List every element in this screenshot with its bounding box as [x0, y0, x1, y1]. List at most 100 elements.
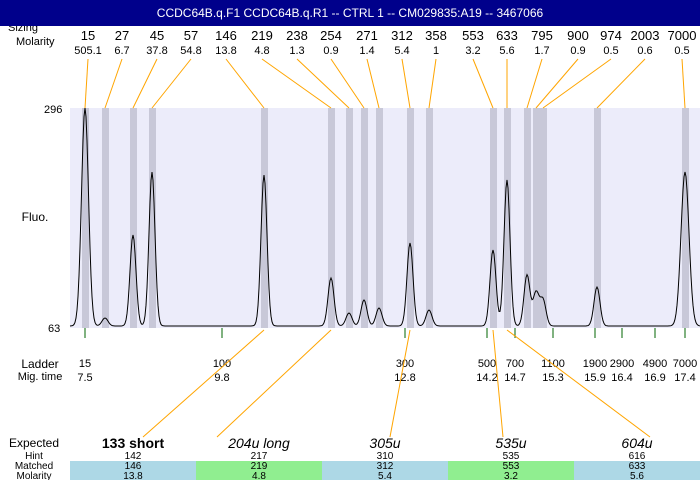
expected-value: 535u: [495, 435, 526, 451]
mig-time-value: 16.9: [644, 372, 665, 384]
peak-leader-line: [596, 58, 646, 109]
hint-value: 535: [503, 451, 520, 462]
matched-molarity: 5.4: [378, 471, 392, 480]
hint-value: 616: [629, 451, 646, 462]
peak-molarity-label: 1.3: [289, 45, 304, 57]
hint-value: 217: [251, 451, 268, 462]
peak-molarity-label: 5.6: [499, 45, 514, 57]
ladder-size-label: 500: [478, 358, 496, 370]
peak-band: [682, 108, 689, 328]
peak-band: [82, 108, 89, 328]
peak-molarity-label: 0.5: [603, 45, 618, 57]
matched-cell: [322, 461, 448, 480]
hint-label: Hint: [25, 451, 43, 462]
y-axis-label: Fluo.: [22, 210, 49, 224]
matched-value: 146: [125, 461, 142, 472]
matched-value: 219: [251, 461, 268, 472]
peak-molarity-label: 13.8: [215, 45, 236, 57]
matched-molarity: 13.8: [123, 471, 143, 480]
ladder-size-label: 2900: [610, 358, 634, 370]
hint-value: 142: [125, 451, 142, 462]
peak-molarity-label: 0.6: [637, 45, 652, 57]
peak-size-label: 146: [215, 28, 237, 43]
peak-leader-line: [535, 58, 579, 109]
matched-molarity: 3.2: [504, 471, 518, 480]
peak-leader-line: [84, 58, 89, 109]
ladder-size-label: 100: [213, 358, 231, 370]
peak-molarity-label: 505.1: [74, 45, 102, 57]
expected-leader-line: [142, 329, 265, 438]
peak-leader-line: [428, 58, 437, 109]
matched-value: 553: [503, 461, 520, 472]
peak-band: [407, 108, 414, 328]
molarity-row-label: Molarity: [16, 471, 51, 480]
molarity-label: Molarity: [16, 36, 55, 48]
y-tick-bottom: 63: [48, 323, 60, 335]
peak-leader-line: [261, 58, 332, 109]
peak-leader-line: [401, 58, 411, 109]
matched-value: 312: [377, 461, 394, 472]
matched-molarity: 5.6: [630, 471, 644, 480]
expected-leader-line: [216, 329, 332, 438]
matched-molarity: 4.8: [252, 471, 266, 480]
peak-size-label: 553: [462, 28, 484, 43]
peak-molarity-label: 54.8: [180, 45, 201, 57]
ladder-label: Ladder: [21, 357, 58, 371]
peak-size-label: 238: [286, 28, 308, 43]
expected-leader-line: [506, 329, 651, 438]
peak-band: [361, 108, 368, 328]
matched-value: 633: [629, 461, 646, 472]
peak-size-label: 358: [425, 28, 447, 43]
mig-time-label: Mig. time: [18, 371, 63, 383]
peak-leader-line: [366, 58, 380, 109]
peak-leader-line: [296, 58, 350, 109]
peak-band: [102, 108, 109, 328]
peak-size-label: 900: [567, 28, 589, 43]
peak-size-label: 633: [496, 28, 518, 43]
mig-time-value: 15.9: [584, 372, 605, 384]
matched-label: Matched: [15, 461, 53, 472]
peak-molarity-label: 1.4: [359, 45, 374, 57]
peak-molarity-label: 4.8: [254, 45, 269, 57]
peak-molarity-label: 0.5: [674, 45, 689, 57]
peak-band: [261, 108, 268, 328]
ladder-size-label: 7000: [673, 358, 697, 370]
peak-size-label: 312: [391, 28, 413, 43]
matched-cell: [196, 461, 322, 480]
peak-leader-line: [526, 58, 543, 109]
mig-time-value: 16.4: [611, 372, 632, 384]
peak-band: [490, 108, 497, 328]
mig-time-value: 14.2: [476, 372, 497, 384]
peak-band: [533, 108, 540, 328]
peak-molarity-label: 6.7: [114, 45, 129, 57]
plot-area: [70, 108, 700, 328]
mig-time-value: 12.8: [394, 372, 415, 384]
peak-size-label: 254: [320, 28, 342, 43]
peak-leader-line: [151, 58, 192, 109]
peak-band: [504, 108, 511, 328]
ladder-size-label: 1900: [583, 358, 607, 370]
ladder-size-label: 300: [396, 358, 414, 370]
peak-leader-line: [472, 58, 494, 109]
expected-value: 133 short: [102, 435, 165, 451]
mig-time-value: 15.3: [542, 372, 563, 384]
y-tick-top: 296: [44, 104, 62, 116]
peak-leader-line: [542, 58, 612, 109]
mig-time-value: 7.5: [77, 372, 92, 384]
peak-size-label: 15: [81, 28, 95, 43]
peak-size-label: 219: [251, 28, 273, 43]
peak-band: [328, 108, 335, 328]
expected-value: 604u: [621, 435, 652, 451]
peak-molarity-label: 37.8: [146, 45, 167, 57]
peak-size-label: 271: [356, 28, 378, 43]
peak-leader-line: [681, 58, 686, 109]
peak-size-label: 45: [150, 28, 164, 43]
peak-band: [376, 108, 383, 328]
peak-leader-line: [330, 58, 365, 109]
matched-cell: [448, 461, 574, 480]
peak-band: [130, 108, 137, 328]
mig-time-value: 14.7: [504, 372, 525, 384]
trace-line: [69, 107, 700, 327]
hint-value: 310: [377, 451, 394, 462]
peak-leader-line: [104, 58, 123, 109]
